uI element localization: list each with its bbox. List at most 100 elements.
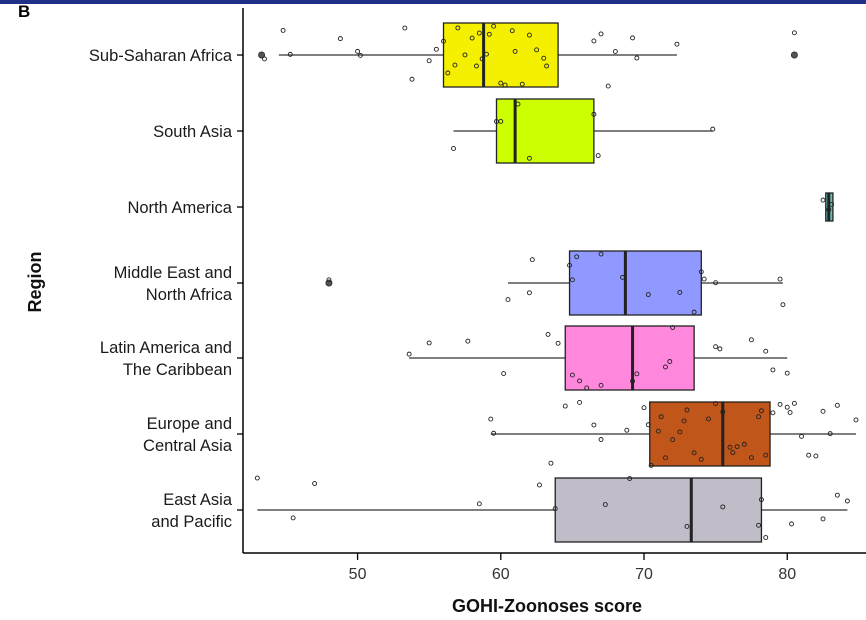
data-point [670, 437, 676, 443]
data-point [526, 32, 532, 38]
data-point [498, 118, 504, 124]
data-point [326, 277, 332, 283]
data-point [426, 58, 432, 64]
data-point [684, 523, 690, 529]
outlier-point [790, 51, 798, 59]
data-point [770, 367, 776, 373]
data-point [648, 462, 654, 468]
data-point [701, 276, 707, 282]
data-point [452, 62, 458, 68]
data-point [730, 450, 736, 456]
data-point [806, 452, 812, 458]
box-group-middle-east-and-north-africa [325, 250, 786, 316]
data-point [287, 51, 293, 57]
data-point [684, 407, 690, 413]
y-tick-label: Central Asia [143, 437, 233, 455]
data-point [706, 416, 711, 422]
data-point [630, 35, 636, 41]
data-point [829, 201, 835, 207]
data-point [780, 302, 786, 308]
data-point [262, 56, 267, 62]
data-point [734, 444, 740, 450]
data-point [591, 111, 597, 117]
data-point [555, 340, 561, 346]
data-point [717, 346, 723, 352]
data-point [677, 289, 683, 295]
data-point [787, 410, 793, 415]
data-point [713, 344, 719, 350]
data-point [577, 378, 583, 384]
data-point [713, 401, 719, 407]
data-point [698, 456, 704, 462]
data-point [756, 522, 762, 528]
data-point [834, 492, 840, 498]
data-point [670, 325, 676, 330]
data-point [612, 49, 618, 54]
data-point [602, 502, 608, 507]
box-group-europe-and-central-asia [488, 399, 859, 468]
y-axis-title: Region [25, 252, 45, 313]
data-point [526, 155, 532, 161]
data-point [526, 290, 532, 296]
y-tick-label: South Asia [153, 123, 233, 141]
data-point [748, 337, 754, 343]
data-point [484, 51, 489, 57]
data-point [698, 269, 704, 275]
data-point [544, 63, 550, 69]
y-tick-label: Middle East and [114, 264, 232, 282]
data-point [677, 429, 683, 435]
data-point [667, 359, 673, 364]
y-tick-label: North Africa [146, 286, 233, 304]
data-point [630, 378, 636, 384]
y-axis-ticks: Sub-Saharan Africa South Asia North Americ… [89, 47, 243, 531]
data-point [574, 254, 580, 260]
y-tick-label: Latin America and [100, 339, 232, 357]
data-point [634, 371, 640, 377]
data-point [451, 146, 456, 151]
data-point [820, 516, 826, 522]
data-point [834, 402, 840, 408]
y-tick-label: The Caribbean [123, 361, 232, 379]
data-point [569, 277, 575, 283]
data-point [312, 481, 318, 486]
x-axis-title: GOHI-Zoonoses score [452, 596, 642, 616]
data-point [584, 385, 590, 391]
data-point [280, 27, 286, 33]
data-point [827, 431, 833, 437]
data-point [254, 475, 260, 481]
y-tick-label: Europe and [147, 415, 232, 433]
data-point [402, 25, 408, 31]
data-point [479, 56, 485, 62]
data-point [710, 126, 716, 132]
data-point [720, 409, 726, 415]
data-point [488, 416, 494, 422]
data-point [541, 55, 547, 61]
data-point [799, 433, 805, 439]
data-point [409, 76, 415, 82]
data-point [290, 515, 296, 521]
data-point [813, 453, 819, 459]
data-point [545, 331, 551, 337]
data-point [562, 403, 568, 409]
data-point [501, 371, 507, 377]
data-point [853, 417, 859, 423]
data-point [784, 404, 790, 410]
data-point [529, 257, 535, 263]
y-tick-label: and Pacific [151, 513, 232, 531]
data-point [512, 48, 518, 54]
data-point [598, 251, 604, 257]
y-tick-label: North America [127, 199, 232, 217]
data-point [784, 370, 790, 376]
data-point [759, 497, 764, 503]
data-point [763, 535, 769, 540]
data-point [567, 262, 572, 268]
data-point [663, 364, 668, 370]
data-point [473, 63, 479, 69]
data-point [441, 38, 446, 44]
box-rect [649, 401, 771, 467]
data-point [476, 501, 482, 507]
data-point [691, 309, 697, 315]
outlier-point [258, 51, 266, 59]
data-point [515, 101, 521, 107]
